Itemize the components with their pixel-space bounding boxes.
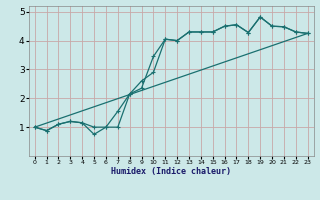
- X-axis label: Humidex (Indice chaleur): Humidex (Indice chaleur): [111, 167, 231, 176]
